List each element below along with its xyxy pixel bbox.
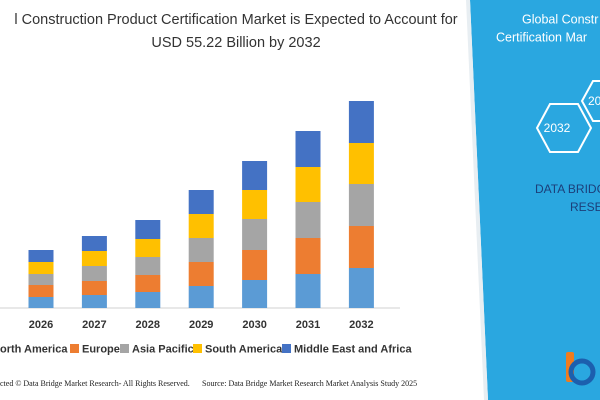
brand: DATA BRIDG xyxy=(535,182,600,196)
copyright: cted © Data Bridge Market Research- All … xyxy=(0,379,190,388)
bar-segment xyxy=(242,219,268,250)
bar-segment xyxy=(188,214,214,238)
bar-segment xyxy=(295,202,321,238)
x-tick-label: 2032 xyxy=(349,319,373,331)
bar-segment xyxy=(28,262,54,274)
x-tick-label: 2031 xyxy=(296,319,320,331)
hexagon xyxy=(580,80,600,122)
bar-segment xyxy=(348,184,374,226)
x-tick-label: 2028 xyxy=(136,319,160,331)
chart-title: l Construction Product Certification Mar… xyxy=(14,12,457,28)
bar-segment xyxy=(348,143,374,184)
x-tick-label: 2027 xyxy=(82,319,106,331)
hex-label: 2032 xyxy=(544,121,571,135)
bar-segment xyxy=(295,167,321,202)
bar-segment xyxy=(28,250,54,262)
bar-segment xyxy=(188,238,214,262)
bar-segment xyxy=(135,220,161,239)
legend-swatch xyxy=(120,344,129,353)
legend-label: Middle East and Africa xyxy=(294,343,412,355)
bar-segment xyxy=(28,285,54,297)
hex-label: 20 xyxy=(588,94,600,108)
bar-segment xyxy=(28,297,54,308)
bar-segment xyxy=(135,257,161,275)
legend-label: Europe xyxy=(82,343,120,355)
bar-segment xyxy=(188,190,214,214)
bar-segment xyxy=(81,251,107,266)
panel-title: Certification Mar xyxy=(496,30,587,44)
legend-swatch xyxy=(282,344,291,353)
bar-segment xyxy=(295,131,321,167)
brand: RESE xyxy=(570,200,600,214)
source: Source: Data Bridge Market Research Mark… xyxy=(202,379,417,388)
panel-title: Global Constr xyxy=(522,12,598,26)
chart-title: USD 55.22 Billion by 2032 xyxy=(151,35,320,51)
x-tick-label: 2026 xyxy=(29,319,53,331)
bar-segment xyxy=(242,190,268,219)
logo xyxy=(566,352,596,386)
legend-label: Asia Pacific xyxy=(132,343,194,355)
bar-segment xyxy=(135,292,161,308)
bar-segment xyxy=(81,281,107,295)
bar-segment xyxy=(242,161,268,190)
side-panel xyxy=(470,0,600,400)
hexagon xyxy=(535,103,593,153)
bar-segment xyxy=(135,275,161,292)
bar-segment xyxy=(188,262,214,286)
bar-segment xyxy=(135,239,161,257)
legend-swatch xyxy=(70,344,79,353)
legend-label: South America xyxy=(205,343,283,355)
bar-segment xyxy=(81,236,107,251)
bar-segment xyxy=(295,274,321,308)
bar-segment xyxy=(81,295,107,308)
bar-segment xyxy=(81,266,107,281)
bar-segment xyxy=(242,280,268,308)
panel-edge xyxy=(466,0,488,400)
bar-segment xyxy=(348,268,374,308)
bar-segment xyxy=(242,250,268,280)
bar-segment xyxy=(348,101,374,143)
legend-swatch xyxy=(193,344,202,353)
x-tick-label: 2029 xyxy=(189,319,213,331)
bar-segment xyxy=(348,226,374,268)
bar-segment xyxy=(28,274,54,285)
x-tick-label: 2030 xyxy=(242,319,266,331)
bar-segment xyxy=(295,238,321,274)
bar-segment xyxy=(188,286,214,308)
legend-label: orth America xyxy=(0,343,68,355)
